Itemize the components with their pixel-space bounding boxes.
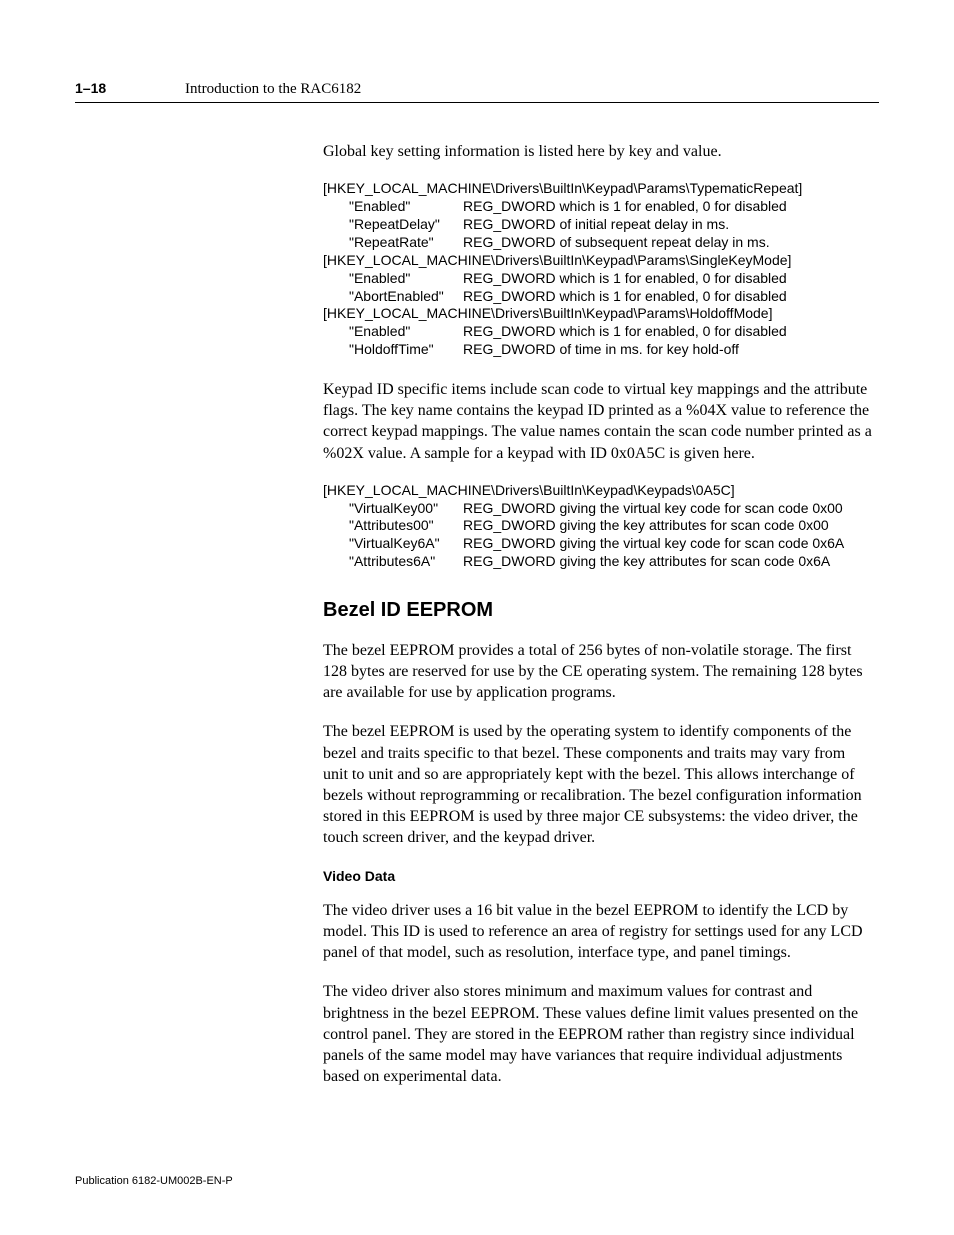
bezel-para-2: The bezel EEPROM is used by the operatin… <box>323 721 873 848</box>
registry-entry: "RepeatRate"REG_DWORD of subsequent repe… <box>323 234 873 252</box>
content-column: Global key setting information is listed… <box>323 141 873 1087</box>
registry-entry: "VirtualKey6A"REG_DWORD giving the virtu… <box>323 535 873 553</box>
registry-value-name: "VirtualKey00" <box>349 500 463 518</box>
registry-entry: "Enabled"REG_DWORD which is 1 for enable… <box>323 198 873 216</box>
video-data-para-1: The video driver uses a 16 bit value in … <box>323 900 873 963</box>
header-title: Introduction to the RAC6182 <box>185 81 361 98</box>
registry-value-name: "RepeatRate" <box>349 234 463 252</box>
registry-value-desc: REG_DWORD which is 1 for enabled, 0 for … <box>463 288 873 306</box>
registry-value-name: "Enabled" <box>349 270 463 288</box>
registry-block-2: [HKEY_LOCAL_MACHINE\Drivers\BuiltIn\Keyp… <box>323 482 873 572</box>
registry-value-name: "RepeatDelay" <box>349 216 463 234</box>
registry-value-desc: REG_DWORD giving the virtual key code fo… <box>463 500 873 518</box>
registry-block-1: [HKEY_LOCAL_MACHINE\Drivers\BuiltIn\Keyp… <box>323 180 873 359</box>
registry-value-name: "AbortEnabled" <box>349 288 463 306</box>
registry-key: [HKEY_LOCAL_MACHINE\Drivers\BuiltIn\Keyp… <box>323 252 873 270</box>
registry-key: [HKEY_LOCAL_MACHINE\Drivers\BuiltIn\Keyp… <box>323 482 873 500</box>
video-data-para-2: The video driver also stores minimum and… <box>323 981 873 1087</box>
registry-entry: "AbortEnabled"REG_DWORD which is 1 for e… <box>323 288 873 306</box>
video-data-heading: Video Data <box>323 868 873 884</box>
publication-footer: Publication 6182-UM002B-EN-P <box>75 1175 233 1187</box>
registry-key: [HKEY_LOCAL_MACHINE\Drivers\BuiltIn\Keyp… <box>323 180 873 198</box>
registry-entry: "RepeatDelay"REG_DWORD of initial repeat… <box>323 216 873 234</box>
registry-value-desc: REG_DWORD which is 1 for enabled, 0 for … <box>463 270 873 288</box>
registry-value-desc: REG_DWORD of time in ms. for key hold-of… <box>463 341 873 359</box>
registry-value-desc: REG_DWORD giving the virtual key code fo… <box>463 535 873 553</box>
registry-entry: "Attributes6A"REG_DWORD giving the key a… <box>323 553 873 571</box>
page-number: 1–18 <box>75 80 185 96</box>
registry-value-name: "Attributes6A" <box>349 553 463 571</box>
registry-value-desc: REG_DWORD giving the key attributes for … <box>463 553 873 571</box>
intro-paragraph: Global key setting information is listed… <box>323 141 873 162</box>
page-container: 1–18 Introduction to the RAC6182 Global … <box>0 0 954 1235</box>
page-header: 1–18 Introduction to the RAC6182 <box>75 80 879 103</box>
registry-value-desc: REG_DWORD of subsequent repeat delay in … <box>463 234 873 252</box>
registry-value-desc: REG_DWORD giving the key attributes for … <box>463 517 873 535</box>
keypad-paragraph: Keypad ID specific items include scan co… <box>323 379 873 463</box>
registry-value-desc: REG_DWORD of initial repeat delay in ms. <box>463 216 873 234</box>
registry-entry: "Enabled"REG_DWORD which is 1 for enable… <box>323 323 873 341</box>
bezel-heading: Bezel ID EEPROM <box>323 599 873 622</box>
registry-value-name: "Enabled" <box>349 323 463 341</box>
registry-entry: "HoldoffTime"REG_DWORD of time in ms. fo… <box>323 341 873 359</box>
registry-entry: "Enabled"REG_DWORD which is 1 for enable… <box>323 270 873 288</box>
registry-key: [HKEY_LOCAL_MACHINE\Drivers\BuiltIn\Keyp… <box>323 305 873 323</box>
registry-entry: "VirtualKey00"REG_DWORD giving the virtu… <box>323 500 873 518</box>
registry-entry: "Attributes00"REG_DWORD giving the key a… <box>323 517 873 535</box>
registry-value-name: "Attributes00" <box>349 517 463 535</box>
registry-value-name: "VirtualKey6A" <box>349 535 463 553</box>
registry-value-desc: REG_DWORD which is 1 for enabled, 0 for … <box>463 198 873 216</box>
registry-value-name: "HoldoffTime" <box>349 341 463 359</box>
bezel-para-1: The bezel EEPROM provides a total of 256… <box>323 640 873 703</box>
registry-value-name: "Enabled" <box>349 198 463 216</box>
registry-value-desc: REG_DWORD which is 1 for enabled, 0 for … <box>463 323 873 341</box>
